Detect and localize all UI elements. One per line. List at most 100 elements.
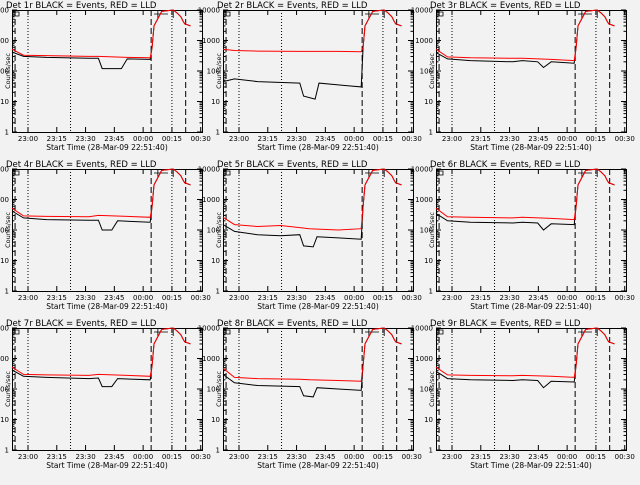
top-interval-marker	[578, 170, 598, 177]
chart-title: Det 3r BLACK = Events, RED = LLD	[430, 1, 581, 11]
series-events-line	[222, 9, 402, 100]
x-tick-label: 23:45	[315, 135, 335, 143]
y-tick-label: 10	[0, 98, 9, 106]
series-lld-line	[435, 327, 615, 378]
y-tick-label: 1	[429, 129, 433, 137]
x-axis-label: Start Time (28-Mar-09 22:51:40)	[46, 302, 168, 311]
x-axis-label: Start Time (28-Mar-09 22:51:40)	[257, 143, 379, 152]
series-events-line	[11, 168, 191, 231]
x-tick-label: 23:30	[286, 453, 306, 461]
x-tick-label: 23:15	[258, 294, 278, 302]
x-tick-label: 00:30	[191, 135, 211, 143]
x-tick-label: 23:30	[75, 294, 95, 302]
y-tick-label: 100	[207, 227, 220, 235]
y-tick-label: 1	[216, 288, 220, 296]
x-tick-label: 23:15	[471, 453, 491, 461]
y-axis-label: Counts/sec	[428, 53, 436, 89]
x-tick-label: 00:30	[402, 453, 422, 461]
y-tick-label: 100	[207, 68, 220, 76]
x-tick-label: 00:15	[586, 135, 606, 143]
x-tick-label: 00:15	[373, 135, 393, 143]
x-tick-label: 23:45	[315, 294, 335, 302]
x-axis-label: Start Time (28-Mar-09 22:51:40)	[470, 461, 592, 470]
x-tick-label: 23:15	[47, 294, 67, 302]
x-tick-label: 00:00	[557, 294, 577, 302]
chart-panel-1: Det 1r BLACK = Events, RED = LLD Counts/s…	[0, 1, 211, 152]
y-tick-label: 10000	[0, 7, 9, 15]
x-tick-label: 23:00	[229, 135, 249, 143]
x-tick-label: 23:15	[471, 294, 491, 302]
y-axis-label: Counts/sec	[215, 212, 223, 248]
top-left-marker	[13, 329, 20, 335]
chart-panel-7: Det 7r BLACK = Events, RED = LLD Counts/s…	[0, 319, 211, 470]
y-tick-label: 10000	[198, 7, 220, 15]
chart-title: Det 8r BLACK = Events, RED = LLD	[217, 319, 368, 329]
x-tick-label: 23:30	[286, 135, 306, 143]
y-tick-label: 1	[5, 129, 9, 137]
x-axis-label: Start Time (28-Mar-09 22:51:40)	[470, 302, 592, 311]
x-tick-label: 00:30	[402, 135, 422, 143]
y-axis-label: Counts/sec	[215, 371, 223, 407]
y-tick-label: 1000	[202, 196, 220, 204]
x-tick-label: 23:00	[18, 294, 38, 302]
y-tick-label: 100	[420, 227, 433, 235]
top-left-marker	[224, 170, 231, 176]
y-tick-label: 10	[424, 257, 433, 265]
x-tick-label: 00:00	[557, 453, 577, 461]
chart-panel-6: Det 6r BLACK = Events, RED = LLD Counts/s…	[411, 160, 635, 311]
plot-frame	[12, 328, 203, 451]
top-interval-marker	[154, 329, 174, 336]
top-left-marker	[13, 170, 20, 176]
x-axis-label: Start Time (28-Mar-09 22:51:40)	[46, 143, 168, 152]
y-tick-label: 1000	[415, 37, 433, 45]
series-lld-line	[11, 327, 191, 377]
series-events-line	[11, 327, 191, 388]
y-tick-label: 1000	[202, 37, 220, 45]
chart-panel-3: Det 3r BLACK = Events, RED = LLD Counts/s…	[411, 1, 635, 152]
x-tick-label: 23:15	[47, 453, 67, 461]
top-interval-marker	[365, 329, 385, 336]
x-tick-label: 23:00	[18, 453, 38, 461]
x-axis-label: Start Time (28-Mar-09 22:51:40)	[470, 143, 592, 152]
x-tick-label: 00:15	[162, 294, 182, 302]
x-tick-label: 00:30	[615, 294, 635, 302]
y-tick-label: 100	[420, 386, 433, 394]
series-events-line	[222, 327, 402, 398]
chart-panel-9: Det 9r BLACK = Events, RED = LLD Counts/s…	[411, 319, 635, 470]
y-tick-label: 100	[0, 68, 9, 76]
y-tick-label: 1000	[0, 355, 9, 363]
y-tick-label: 10000	[198, 325, 220, 333]
x-tick-label: 23:30	[286, 294, 306, 302]
y-axis-label: Counts/sec	[4, 371, 12, 407]
y-tick-label: 1000	[0, 196, 9, 204]
top-left-marker	[13, 11, 20, 17]
top-interval-marker	[578, 11, 598, 18]
y-tick-label: 1000	[415, 355, 433, 363]
series-lld-line	[222, 168, 402, 231]
y-tick-label: 1	[5, 288, 9, 296]
y-tick-label: 10	[211, 257, 220, 265]
chart-panel-5: Det 5r BLACK = Events, RED = LLD Counts/s…	[198, 160, 422, 311]
x-tick-label: 23:15	[258, 453, 278, 461]
y-tick-label: 10000	[198, 166, 220, 174]
x-tick-label: 00:15	[373, 294, 393, 302]
y-axis-label: Counts/sec	[4, 212, 12, 248]
chart-title: Det 5r BLACK = Events, RED = LLD	[217, 160, 368, 170]
top-interval-marker	[578, 329, 598, 336]
chart-title: Det 2r BLACK = Events, RED = LLD	[217, 1, 368, 11]
series-events-line	[435, 327, 615, 389]
series-lld-line	[11, 9, 191, 59]
y-tick-label: 10	[424, 416, 433, 424]
y-tick-label: 100	[207, 386, 220, 394]
x-tick-label: 00:00	[133, 135, 153, 143]
x-tick-label: 23:15	[471, 135, 491, 143]
y-axis-label: Counts/sec	[428, 212, 436, 248]
y-tick-label: 10	[211, 416, 220, 424]
top-left-marker	[437, 170, 444, 176]
x-tick-label: 23:00	[18, 135, 38, 143]
y-tick-label: 10	[424, 98, 433, 106]
x-tick-label: 23:15	[258, 135, 278, 143]
plot-frame	[223, 169, 414, 292]
x-tick-label: 00:15	[162, 135, 182, 143]
